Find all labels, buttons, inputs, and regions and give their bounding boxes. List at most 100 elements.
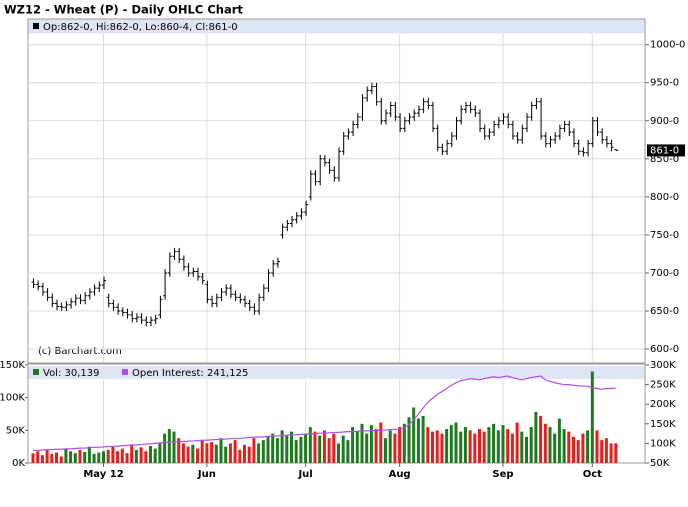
ohlc-bar (496, 116, 501, 129)
volume-bar (45, 449, 49, 463)
ohlc-bar (304, 200, 309, 216)
y-tick-label: 750-0 (650, 230, 679, 241)
volume-bar (106, 449, 110, 463)
ohlc-bar (69, 298, 74, 309)
volume-bar (534, 412, 538, 463)
ohlc-bar (398, 113, 403, 133)
ohlc-bar (299, 208, 304, 220)
ohlc-bar (487, 128, 492, 140)
volume-bar (374, 429, 378, 463)
ohlc-bar (431, 101, 435, 133)
ohlc-bar (116, 303, 121, 315)
ohlc-bar (426, 97, 431, 110)
ohlc-bar (412, 109, 417, 121)
ohlc-bar (567, 120, 572, 136)
volume-bar (116, 451, 120, 463)
volume-bar (482, 431, 486, 463)
volume-bar (134, 449, 138, 463)
volume-bar (501, 425, 505, 463)
ohlc-bar (177, 247, 182, 264)
volume-bar (487, 427, 491, 463)
ohlc-bar (92, 284, 97, 296)
volume-bar (78, 449, 82, 463)
volume-bar (261, 440, 265, 463)
volume-bar (572, 436, 575, 463)
ohlc-bar (36, 280, 41, 291)
volume-bar (299, 436, 303, 463)
volume-bar (539, 415, 543, 463)
volume-bar (557, 418, 561, 463)
volume-bar (369, 425, 373, 463)
ohlc-bar (562, 120, 567, 133)
volume-bar (402, 423, 406, 463)
volume-bar (341, 435, 345, 463)
volume-bar (515, 422, 519, 463)
ohlc-bar (548, 135, 553, 148)
y-tick-label: 700-0 (650, 268, 679, 279)
ohlc-bar (271, 260, 276, 277)
volume-bar (257, 443, 261, 463)
ohlc-bar (595, 116, 600, 136)
ohlc-bar (388, 101, 393, 117)
price-legend-strip (28, 19, 645, 34)
volume-bar (83, 451, 87, 463)
volume-bar (506, 429, 510, 463)
ohlc-bar (280, 223, 285, 239)
ohlc-bar (163, 269, 168, 300)
volume-bar (355, 431, 359, 463)
ohlc-bar (205, 280, 210, 304)
volume-bar (332, 433, 336, 463)
ohlc-bar (393, 101, 398, 121)
volume-bar (205, 443, 209, 463)
ohlc-bar (196, 267, 200, 281)
ohlc-bar (407, 113, 412, 125)
ohlc-bar (275, 257, 280, 268)
volume-bar (200, 440, 204, 463)
y-tick-label: 650-0 (650, 306, 679, 317)
ohlc-bar (600, 128, 605, 144)
ohlc-bar (374, 82, 379, 106)
volume-bar (163, 433, 167, 463)
y-tick-label: 100K (0, 393, 25, 404)
ohlc-bar (501, 113, 506, 125)
volume-legend-strip (28, 366, 645, 379)
volume-bar (125, 453, 129, 463)
volume-bar (238, 449, 242, 463)
volume-bar (97, 452, 101, 463)
ohlc-bar (572, 128, 576, 148)
volume-bar (454, 422, 458, 463)
volume-bar (604, 438, 608, 463)
ohlc-bar (553, 132, 558, 144)
ohlc-bar (111, 299, 116, 312)
oi-legend: Open Interest: 241,125 (132, 368, 248, 379)
ohlc-bar (73, 294, 78, 306)
volume-bar (384, 438, 387, 463)
ohlc-bar (214, 293, 219, 308)
ohlc-bar (346, 128, 351, 140)
ohlc-bar (200, 272, 205, 285)
volume-bar (468, 430, 472, 463)
legend-swatch (33, 23, 39, 29)
y-tick-label: 950-0 (650, 78, 679, 89)
volume-bar (149, 446, 152, 463)
ohlc-bar (459, 105, 464, 125)
y-tick-label: 800-0 (650, 192, 679, 203)
y2-tick-label: 150K (650, 419, 676, 430)
ohlc-bar (341, 132, 346, 156)
chart-title: WZ12 - Wheat (P) - Daily OHLC Chart (4, 3, 243, 17)
volume-bar (294, 440, 298, 463)
ohlc-bar (402, 116, 407, 133)
volume-bar (322, 430, 326, 463)
ohlc-bar (78, 294, 83, 305)
x-tick-label: Aug (389, 469, 411, 480)
volume-bar (614, 443, 618, 463)
volume-bar (412, 407, 416, 463)
volume-bar (318, 435, 322, 463)
volume-bar (308, 427, 312, 463)
ohlc-bar (473, 105, 478, 117)
ohlc-bar (247, 299, 252, 312)
volume-bar (543, 423, 547, 463)
ohlc-bar (590, 116, 595, 148)
ohlc-bar (224, 284, 229, 296)
ohlc-bar (463, 101, 468, 114)
